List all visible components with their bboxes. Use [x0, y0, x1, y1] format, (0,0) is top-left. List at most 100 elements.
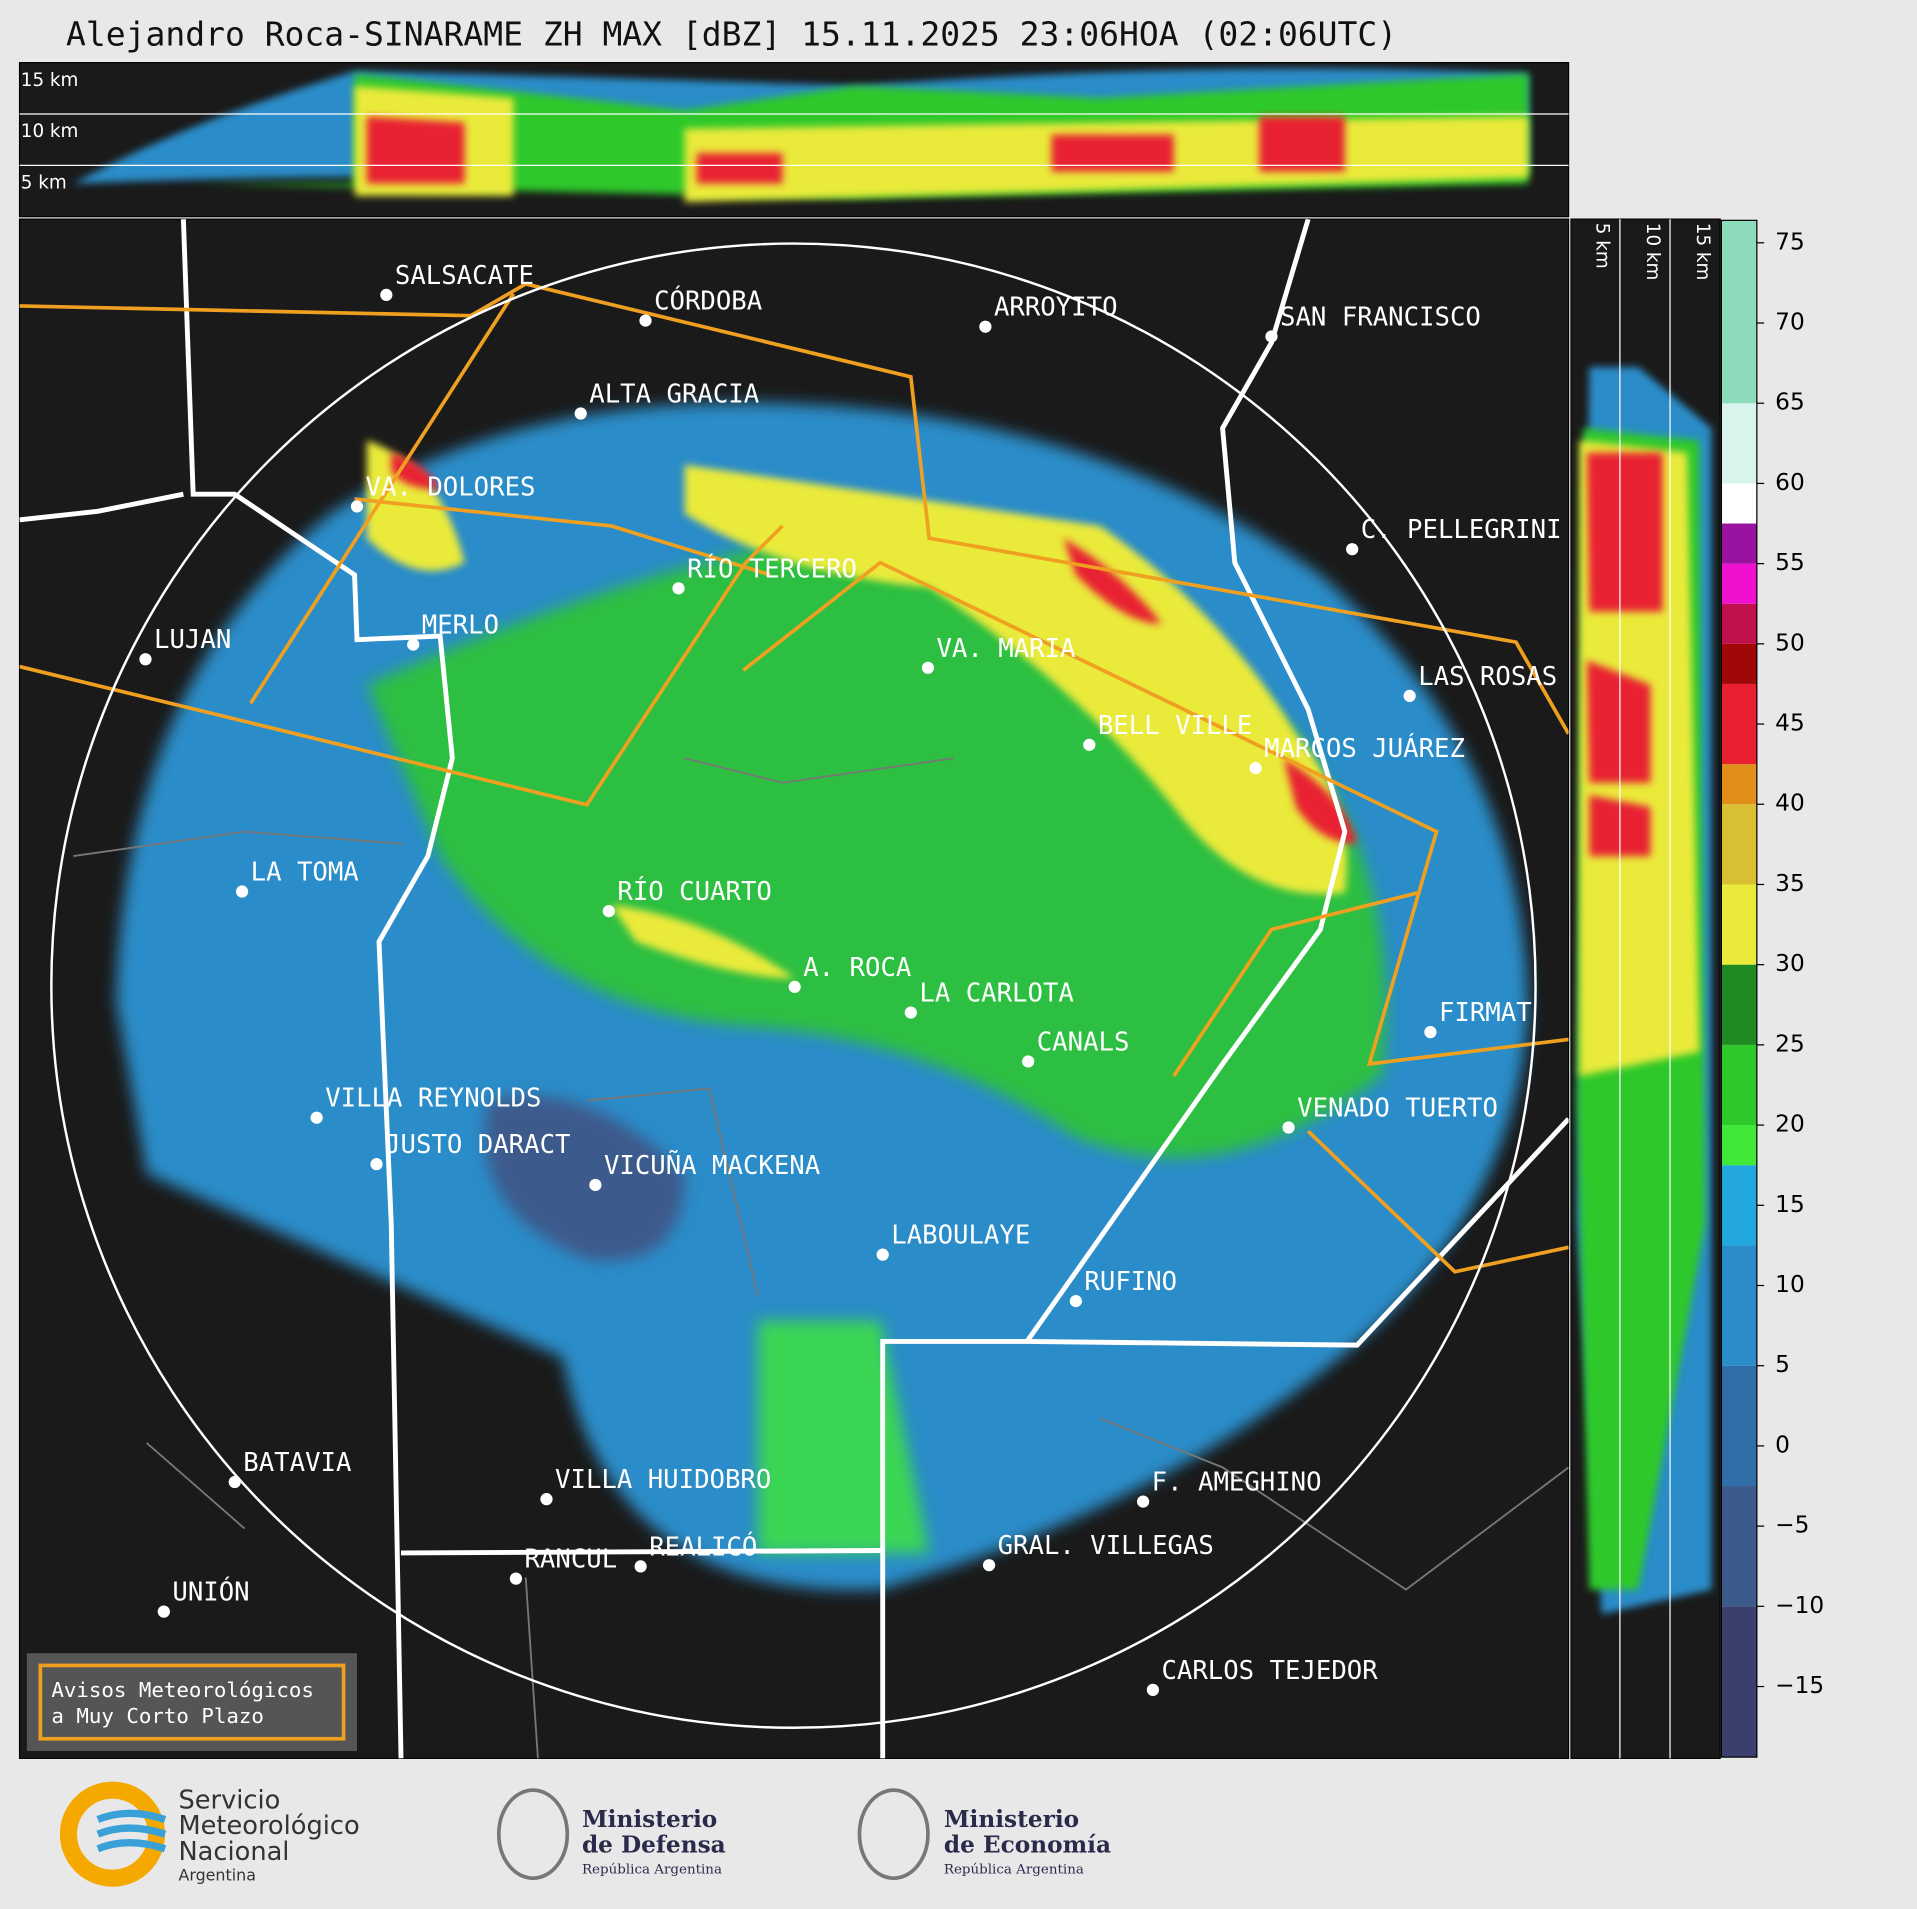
city-dot	[509, 1572, 523, 1585]
colorbar-tick-label: 45	[1775, 710, 1805, 737]
city-label: BELL VILLE	[1098, 711, 1252, 741]
title: Alejandro Roca-SINARAME ZH MAX [dBZ] 15.…	[66, 15, 1397, 54]
colorbar-tick-label: 20	[1775, 1111, 1805, 1138]
city-dot	[982, 1559, 996, 1572]
logo-text: Meteorológico	[178, 1811, 359, 1841]
city-label: SAN FRANCISCO	[1280, 302, 1481, 332]
city-dot	[1083, 738, 1096, 751]
colorbar-segment	[1721, 1486, 1757, 1607]
city-label: RANCUL	[524, 1545, 617, 1575]
colorbar-segment	[1721, 403, 1757, 484]
city-label: SALSACATE	[395, 261, 534, 291]
range-ring	[50, 242, 1537, 1730]
borders	[19, 219, 1569, 1759]
legend-text: Avisos Meteorológicos	[51, 1678, 314, 1702]
height-label: 10 km	[21, 121, 79, 142]
city-label: VILLA REYNOLDS	[325, 1084, 541, 1114]
logo-text: Servicio	[178, 1785, 280, 1815]
city-label: LA TOMA	[251, 858, 359, 888]
city-dot	[1265, 330, 1278, 343]
city-dot	[921, 661, 935, 674]
colorbar-segment	[1721, 603, 1757, 644]
city-dot	[602, 904, 615, 918]
colorbar-tick-label: 25	[1775, 1030, 1805, 1057]
city-label: LUJAN	[154, 625, 231, 655]
legend-text: a Muy Corto Plazo	[51, 1704, 264, 1728]
city-label: VICUÑA MACKENA	[604, 1149, 820, 1181]
logo-text: República Argentina	[582, 1862, 722, 1877]
city-dot	[589, 1178, 602, 1192]
side-profile-echoes	[1577, 367, 1712, 1615]
logo-text: Ministerio	[582, 1806, 717, 1833]
height-label: 15 km	[21, 70, 79, 91]
colorbar-frame	[1720, 219, 1758, 1758]
city-dot	[979, 320, 992, 333]
colorbar-segment	[1721, 804, 1757, 885]
colorbar-tick-label: 65	[1775, 389, 1805, 416]
city-label: UNIÓN	[172, 1576, 249, 1608]
colorbar-segment	[1721, 1365, 1757, 1487]
city-label: CARLOS TEJEDOR	[1161, 1656, 1378, 1686]
colorbar-segment	[1721, 1165, 1757, 1246]
city-dot	[139, 653, 152, 666]
city-dot	[634, 1560, 647, 1573]
city-label: VA. DOLORES	[366, 472, 536, 502]
city-dot	[639, 314, 652, 327]
city-dot	[380, 288, 393, 302]
city-dot	[1282, 1121, 1295, 1134]
logo-text: Nacional	[178, 1837, 289, 1867]
colorbar-tick-label: 40	[1775, 790, 1805, 817]
colorbar-segment	[1721, 1044, 1757, 1126]
colorbar-segment	[1721, 220, 1757, 404]
top-profile-echoes	[73, 68, 1529, 203]
city-dot	[407, 638, 420, 651]
colorbar: −15 −10 −5 0 5 10 15 20 25 30 35 40 45 50 55 60 65 70 75	[1721, 220, 1824, 1758]
height-label: 5 km	[21, 173, 67, 194]
colorbar-segment	[1721, 964, 1757, 1045]
logo-text: Ministerio	[944, 1806, 1079, 1833]
city-label: BATAVIA	[243, 1448, 351, 1478]
city-dot	[672, 582, 685, 595]
defensa-logo: Ministerio de Defensa República Argentin…	[496, 1788, 726, 1880]
city-dot	[540, 1493, 553, 1506]
city-label: A. ROCA	[803, 953, 911, 983]
colorbar-segment	[1721, 643, 1757, 684]
logo-text: de Economía	[944, 1831, 1111, 1858]
city-dot	[1146, 1683, 1160, 1696]
city-label: REALICÓ	[649, 1530, 757, 1562]
colorbar-tick-label: 50	[1775, 629, 1805, 656]
city-label: LABOULAYE	[891, 1221, 1030, 1251]
city-label: ALTA GRACIA	[589, 380, 759, 410]
city-dot	[1424, 1026, 1437, 1039]
city-dot	[1249, 761, 1262, 775]
colorbar-segment	[1721, 1606, 1757, 1758]
city-dot	[904, 1006, 917, 1019]
city-label: LA CARLOTA	[919, 979, 1073, 1009]
city-label: JUSTO DARACT	[385, 1130, 570, 1160]
city-label: VENADO TUERTO	[1297, 1093, 1498, 1123]
logo-text: República Argentina	[944, 1862, 1084, 1877]
city-label: FIRMAT	[1439, 998, 1532, 1028]
city-label: LAS ROSAS	[1418, 662, 1557, 692]
city-label: F. AMEGHINO	[1152, 1468, 1322, 1498]
logo-text: de Defensa	[582, 1831, 726, 1858]
city-label: CÓRDOBA	[654, 285, 762, 317]
colorbar-tick-label: 60	[1775, 469, 1805, 496]
city-dot	[1346, 543, 1359, 556]
height-label: 10 km	[1642, 223, 1663, 281]
colorbar-segment	[1721, 523, 1757, 564]
height-label: 5 km	[1592, 223, 1613, 269]
city-label: VA. MARIA	[936, 634, 1075, 664]
radar-echoes	[116, 402, 1529, 1591]
city-labels: SALSACATE CÓRDOBA ARROYITO SAN FRANCISCO ALT…	[139, 261, 1562, 1696]
colorbar-segment	[1721, 1125, 1757, 1166]
logo-text: Argentina	[178, 1866, 255, 1885]
colorbar-segment	[1721, 563, 1757, 604]
city-dot	[350, 500, 364, 513]
economia-logo: Ministerio de Economía República Argenti…	[857, 1788, 1111, 1880]
height-label: 15 km	[1692, 223, 1713, 281]
colorbar-tick-label: −5	[1775, 1512, 1809, 1539]
colorbar-tick-label: 75	[1775, 228, 1805, 255]
city-dot	[1022, 1055, 1035, 1068]
city-dot	[788, 980, 801, 994]
